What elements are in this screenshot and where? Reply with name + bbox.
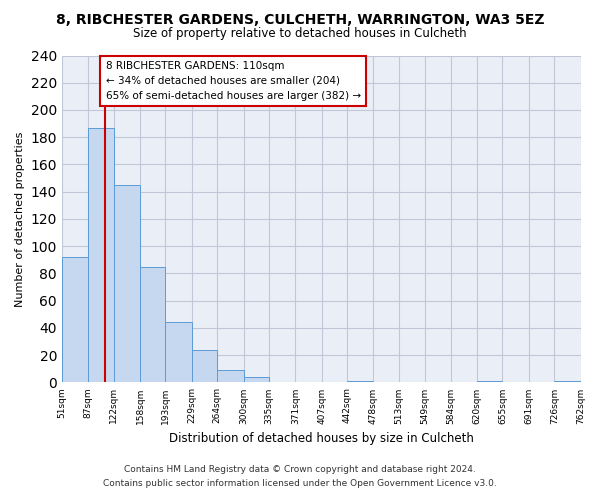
Bar (192, 350, 217, 382)
Bar (477, 381, 502, 382)
X-axis label: Distribution of detached houses by size in Culcheth: Distribution of detached houses by size … (169, 432, 473, 445)
Bar (114, 185, 140, 382)
Bar (88, 128, 114, 382)
Bar (62, 257, 88, 382)
Bar (347, 381, 373, 382)
Text: 8, RIBCHESTER GARDENS, CULCHETH, WARRINGTON, WA3 5EZ: 8, RIBCHESTER GARDENS, CULCHETH, WARRING… (56, 12, 544, 26)
Bar (166, 322, 192, 382)
Bar (244, 377, 269, 382)
Bar (554, 381, 581, 382)
Bar (217, 370, 244, 382)
Text: 8 RIBCHESTER GARDENS: 110sqm
← 34% of detached houses are smaller (204)
65% of s: 8 RIBCHESTER GARDENS: 110sqm ← 34% of de… (106, 61, 361, 100)
Bar (140, 266, 166, 382)
Y-axis label: Number of detached properties: Number of detached properties (15, 132, 25, 306)
Text: Size of property relative to detached houses in Culcheth: Size of property relative to detached ho… (133, 28, 467, 40)
Text: Contains HM Land Registry data © Crown copyright and database right 2024.
Contai: Contains HM Land Registry data © Crown c… (103, 466, 497, 487)
